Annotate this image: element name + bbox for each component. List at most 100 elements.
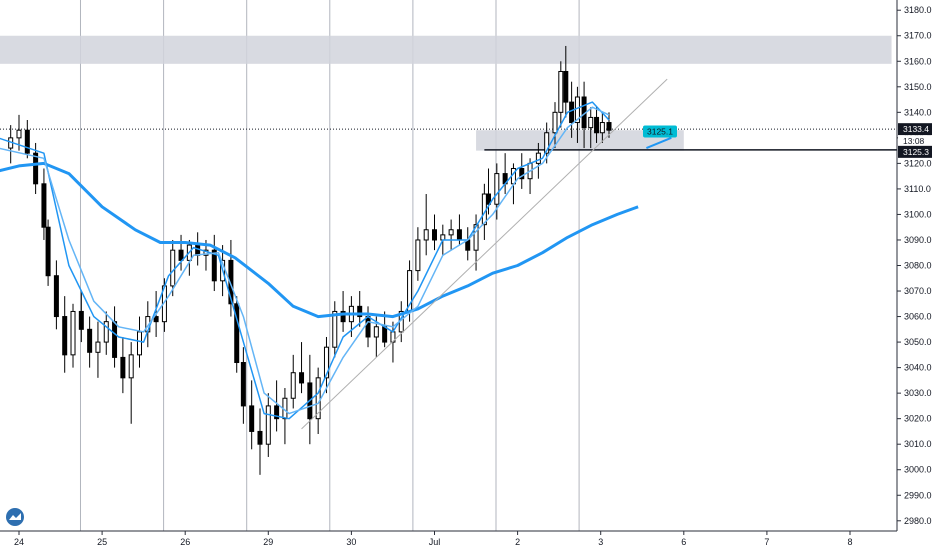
candle <box>290 354 296 409</box>
x-tick-label: 3 <box>598 537 603 547</box>
grid <box>79 0 580 531</box>
candle-body <box>249 405 255 432</box>
price-zone <box>476 130 684 151</box>
candle-body <box>120 356 126 379</box>
moving-average-line <box>0 161 639 319</box>
candle <box>265 393 271 457</box>
y-tick-label: 3010.0 <box>904 439 932 449</box>
y-tick-label: 3150.0 <box>904 82 932 92</box>
candle <box>502 153 508 195</box>
candle <box>228 239 234 317</box>
candle-body <box>70 310 76 356</box>
candle-body <box>234 303 240 364</box>
candle-body <box>128 354 134 379</box>
candle-body <box>563 70 569 103</box>
candle-body <box>440 234 446 241</box>
moving-average-line <box>0 101 610 420</box>
candle <box>332 301 338 358</box>
candle <box>24 119 30 159</box>
candle-body <box>178 249 184 261</box>
candle <box>563 45 569 118</box>
candle-body <box>594 116 600 134</box>
candle <box>282 388 288 445</box>
candles <box>8 45 612 475</box>
candle-body <box>87 328 93 353</box>
candle <box>365 306 371 348</box>
candle <box>519 153 525 189</box>
y-tick-label: 3120.0 <box>904 158 932 168</box>
candle-body <box>448 229 454 236</box>
candle <box>448 219 454 251</box>
candle <box>33 142 39 195</box>
candle <box>249 380 255 450</box>
y-tick-label: 3180.0 <box>904 5 932 15</box>
candle <box>103 311 109 355</box>
candle <box>62 296 68 373</box>
candle-body <box>332 310 338 348</box>
candle <box>473 214 479 271</box>
candle-body <box>373 326 379 338</box>
candle-body <box>62 316 68 356</box>
candle <box>112 306 118 368</box>
countdown-badge-box <box>898 135 932 148</box>
candle <box>257 408 263 475</box>
candle <box>423 194 429 256</box>
y-tick-label: 2980.0 <box>904 516 932 526</box>
y-tick-label: 3160.0 <box>904 56 932 66</box>
candle <box>136 316 142 368</box>
candle-body <box>494 173 500 205</box>
candle-body <box>195 244 201 256</box>
support-price-badge-label: 3125.3 <box>903 147 929 157</box>
candle-body <box>299 372 305 384</box>
x-tick-label: Jul <box>429 537 441 547</box>
y-tick-label: 3030.0 <box>904 388 932 398</box>
candle <box>569 81 575 138</box>
candle <box>299 342 305 394</box>
price-zone <box>0 35 892 64</box>
y-tick-label: 3170.0 <box>904 31 932 41</box>
y-tick-label: 3100.0 <box>904 209 932 219</box>
callout-box <box>643 125 677 138</box>
x-tick-label: 7 <box>764 537 769 547</box>
tradingview-logo-icon[interactable] <box>6 508 24 526</box>
candle <box>45 219 51 286</box>
candle-body <box>45 226 51 277</box>
candle <box>53 260 59 330</box>
y-tick-label: 3000.0 <box>904 465 932 475</box>
candle <box>558 61 564 128</box>
candle-body <box>170 249 176 287</box>
candle-body <box>323 346 329 379</box>
candle-body <box>33 152 39 185</box>
candle-body <box>95 341 101 353</box>
candle <box>357 291 363 327</box>
y-tick-label: 3020.0 <box>904 414 932 424</box>
y-tick-label: 3110.0 <box>904 184 931 194</box>
candle <box>120 336 126 394</box>
zones <box>0 35 892 151</box>
candle-body <box>423 229 429 241</box>
callout: 3125.1 <box>643 125 677 138</box>
x-tick-label: 2 <box>515 537 520 547</box>
candle-body <box>357 305 363 318</box>
candle-body <box>16 129 22 139</box>
moving-averages <box>0 101 639 420</box>
candle <box>70 303 76 368</box>
candle-body <box>473 224 479 251</box>
y-tick-label: 3080.0 <box>904 261 932 271</box>
candle <box>41 168 47 240</box>
candle-body <box>103 321 109 343</box>
y-tick-label: 3050.0 <box>904 337 932 347</box>
candle-body <box>78 310 84 330</box>
candle <box>415 227 421 281</box>
candle-body <box>24 129 30 154</box>
candle-body <box>365 316 371 338</box>
candle-body <box>599 122 605 134</box>
support-price-badge-box <box>898 145 932 158</box>
moving-average-line <box>0 106 610 415</box>
y-tick-label: 3040.0 <box>904 363 932 373</box>
drawings: 3125.1 <box>301 78 677 430</box>
candle <box>128 342 134 424</box>
candle <box>432 214 437 251</box>
